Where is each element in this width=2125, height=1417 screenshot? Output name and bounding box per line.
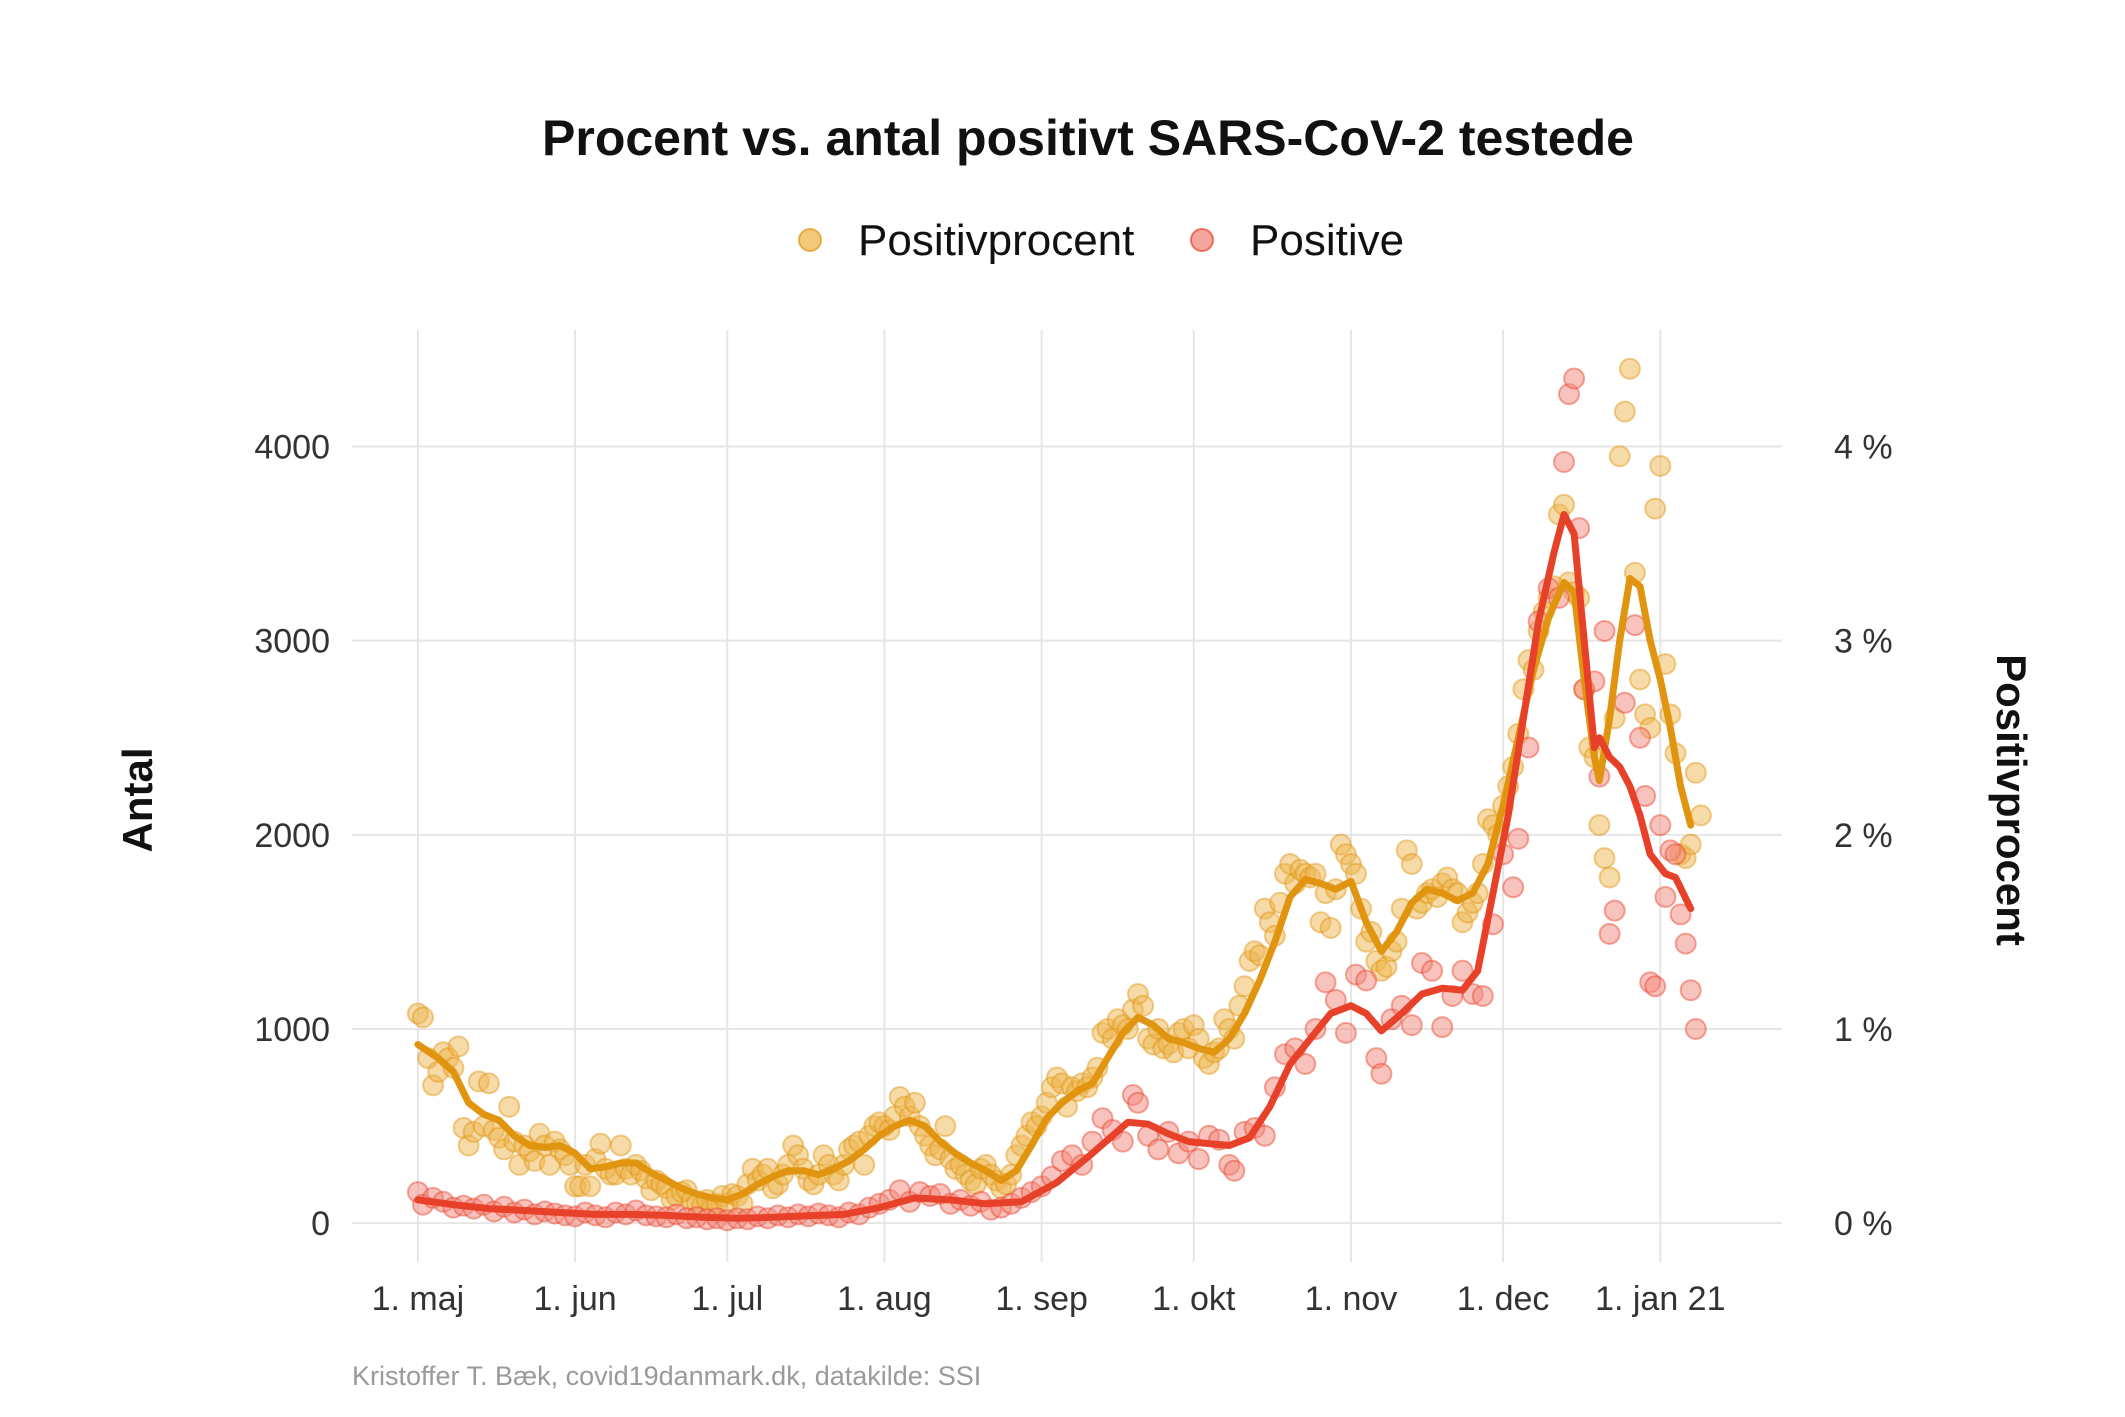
x-tick-label: 1. jun: [534, 1280, 617, 1318]
data-point-positive: [1334, 1021, 1357, 1044]
data-point-positive: [1314, 971, 1337, 994]
data-point-positivprocent: [1629, 668, 1651, 691]
y-tick-label-left: 2000: [254, 817, 330, 855]
trend-line-positivprocent: [414, 575, 1695, 1204]
data-point-positivprocent: [1593, 847, 1616, 870]
x-tick-label: 1. sep: [995, 1280, 1088, 1318]
data-point-positive: [1223, 1159, 1246, 1182]
chart-title: Procent vs. antal positivt SARS-CoV-2 te…: [542, 110, 1634, 166]
data-point-positivprocent: [609, 1134, 632, 1157]
y-tick-label-left: 0: [311, 1205, 330, 1243]
data-point-positive: [1400, 1014, 1423, 1037]
data-point-positivprocent: [1132, 994, 1155, 1017]
data-point-positive: [1613, 691, 1636, 714]
data-point-positivprocent: [1400, 853, 1423, 875]
data-point-positive: [1431, 1016, 1454, 1039]
data-point-positivprocent: [1679, 833, 1702, 856]
x-tick-label: 1. jul: [691, 1280, 763, 1318]
data-points: [406, 357, 1712, 1232]
legend-marker-positivprocent: [798, 228, 822, 252]
data-point-positivprocent: [1613, 400, 1636, 423]
data-point-positive: [1421, 959, 1444, 982]
x-tick-label: 1. nov: [1305, 1280, 1398, 1318]
data-point-positive: [1355, 969, 1378, 992]
y-tick-label-left: 1000: [254, 1011, 330, 1049]
data-point-positive: [1127, 1091, 1149, 1114]
data-point-positivprocent: [1649, 454, 1672, 477]
x-tick-label: 1. aug: [837, 1280, 932, 1318]
tick-labels: 0 0 % 1000 1 % 2000 2 % 3000 3 % 4000 4 % 1. maj 1.…: [254, 429, 1892, 1319]
y-tick-label-right: 1 %: [1834, 1011, 1893, 1049]
data-point-positive: [1664, 843, 1687, 866]
y-tick-label-right: 4 %: [1834, 429, 1893, 467]
legend: Positivprocent Positive: [798, 216, 1404, 265]
data-point-positive: [1654, 886, 1677, 908]
data-point-positivprocent: [538, 1153, 561, 1176]
trend-lines: [414, 511, 1695, 1222]
data-point-positive: [1649, 814, 1672, 837]
data-point-positive: [1603, 899, 1626, 922]
data-point-positivprocent: [589, 1132, 612, 1155]
data-point-positive: [1593, 620, 1616, 642]
data-point-positive: [1644, 975, 1667, 998]
data-point-positive: [1111, 1130, 1134, 1153]
data-point-positivprocent: [477, 1072, 500, 1095]
data-point-positive: [1669, 903, 1692, 926]
data-point-positive: [1187, 1148, 1210, 1171]
x-tick-label: 1. dec: [1457, 1280, 1550, 1318]
legend-marker-positive: [1190, 228, 1214, 252]
data-point-positivprocent: [579, 1175, 602, 1198]
data-point-positive: [1471, 985, 1494, 1007]
data-point-positive: [1507, 827, 1530, 850]
data-point-positive: [1629, 726, 1651, 749]
data-point-positivprocent: [412, 1006, 434, 1029]
data-point-positivprocent: [1608, 445, 1631, 468]
data-point-positive: [1147, 1138, 1170, 1161]
x-tick-label: 1. jan 21: [1595, 1280, 1725, 1318]
data-point-positivprocent: [853, 1153, 876, 1176]
trend-line-positive: [414, 511, 1695, 1222]
data-point-positive: [1679, 979, 1702, 1002]
data-point-positivprocent: [1598, 866, 1621, 889]
data-point-positive: [1502, 876, 1525, 899]
data-point-positive: [1451, 959, 1474, 982]
data-point-positive: [1563, 367, 1586, 390]
y-tick-label-left: 3000: [254, 623, 330, 661]
y-tick-label-left: 4000: [254, 429, 330, 467]
data-point-positive: [1553, 451, 1575, 473]
chart-caption: Kristoffer T. Bæk, covid19danmark.dk, da…: [352, 1361, 981, 1391]
data-point-positivprocent: [498, 1095, 521, 1118]
data-point-positivprocent: [934, 1115, 957, 1138]
data-point-positivprocent: [1689, 804, 1712, 827]
data-point-positive: [1684, 1018, 1707, 1040]
y-axis-left-title: Antal: [114, 748, 161, 853]
data-point-positive: [1370, 1062, 1393, 1085]
data-point-positivprocent: [903, 1091, 926, 1114]
y-tick-label-right: 3 %: [1834, 623, 1893, 661]
data-point-positivprocent: [1644, 497, 1667, 520]
x-tick-label: 1. okt: [1152, 1280, 1236, 1318]
y-axis-right-title: Positivprocent: [1988, 654, 2035, 946]
legend-label-positivprocent: Positivprocent: [858, 216, 1134, 265]
data-point-positivprocent: [1319, 917, 1342, 939]
data-point-positive: [1674, 932, 1697, 955]
legend-label-positive: Positive: [1250, 216, 1404, 265]
y-tick-label-right: 0 %: [1834, 1205, 1893, 1243]
data-point-positivprocent: [1588, 814, 1611, 837]
y-tick-label-right: 2 %: [1834, 817, 1893, 855]
x-tick-label: 1. maj: [372, 1280, 465, 1318]
data-point-positive: [1294, 1053, 1317, 1075]
data-point-positivprocent: [447, 1035, 470, 1058]
data-point-positivprocent: [1684, 761, 1707, 784]
data-point-positive: [1623, 614, 1646, 637]
data-point-positivprocent: [1618, 357, 1641, 380]
data-point-positive: [1598, 922, 1621, 945]
